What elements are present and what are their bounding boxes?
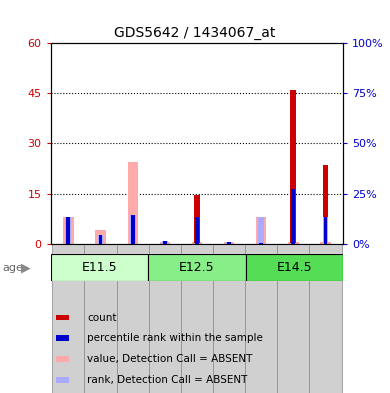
Bar xyxy=(277,244,309,393)
Text: age: age xyxy=(2,263,23,273)
Bar xyxy=(99,235,103,244)
Bar xyxy=(130,242,136,244)
Bar xyxy=(56,356,69,362)
Bar xyxy=(63,217,74,244)
Text: value, Detection Call = ABSENT: value, Detection Call = ABSENT xyxy=(87,354,252,364)
Text: E11.5: E11.5 xyxy=(82,261,117,274)
Bar xyxy=(245,244,277,393)
Bar xyxy=(213,244,245,393)
Bar xyxy=(224,242,234,244)
Bar xyxy=(160,242,170,244)
Bar xyxy=(192,242,202,244)
Bar xyxy=(181,244,213,393)
Text: ▶: ▶ xyxy=(21,261,31,275)
Bar xyxy=(149,244,181,393)
Bar xyxy=(66,242,71,244)
Bar xyxy=(66,217,71,244)
Bar xyxy=(309,244,342,393)
Bar xyxy=(117,244,149,393)
Bar xyxy=(323,165,328,244)
Text: GDS5642 / 1434067_at: GDS5642 / 1434067_at xyxy=(114,26,276,40)
Bar xyxy=(291,243,296,244)
Bar xyxy=(226,242,232,244)
Bar xyxy=(258,217,264,244)
Bar xyxy=(96,230,106,244)
Bar xyxy=(98,242,103,244)
Bar xyxy=(288,242,298,244)
Bar xyxy=(163,241,167,244)
Bar xyxy=(56,315,69,320)
Bar xyxy=(162,242,168,244)
Text: E12.5: E12.5 xyxy=(179,261,215,274)
Bar xyxy=(259,243,263,244)
Bar xyxy=(131,215,135,244)
Bar xyxy=(56,336,69,341)
Bar xyxy=(227,242,231,244)
Bar xyxy=(320,242,331,244)
Text: count: count xyxy=(87,312,117,323)
Bar xyxy=(51,254,148,281)
Bar xyxy=(258,242,264,244)
Bar xyxy=(226,242,232,244)
Bar xyxy=(66,217,70,244)
Bar xyxy=(194,195,200,244)
Bar xyxy=(324,217,328,244)
Text: percentile rank within the sample: percentile rank within the sample xyxy=(87,333,263,343)
Bar xyxy=(98,235,103,244)
Text: E14.5: E14.5 xyxy=(277,261,312,274)
Text: rank, Detection Call = ABSENT: rank, Detection Call = ABSENT xyxy=(87,375,247,385)
Bar xyxy=(323,217,328,244)
Bar xyxy=(148,254,246,281)
Bar xyxy=(246,254,343,281)
Bar xyxy=(291,90,296,244)
Bar xyxy=(130,215,136,244)
Bar xyxy=(52,244,85,393)
Bar xyxy=(56,377,69,383)
Bar xyxy=(291,189,295,244)
Bar xyxy=(195,217,199,244)
Bar xyxy=(162,241,168,244)
Bar xyxy=(128,162,138,244)
Bar xyxy=(85,244,117,393)
Bar xyxy=(256,217,266,244)
Bar xyxy=(194,243,200,244)
